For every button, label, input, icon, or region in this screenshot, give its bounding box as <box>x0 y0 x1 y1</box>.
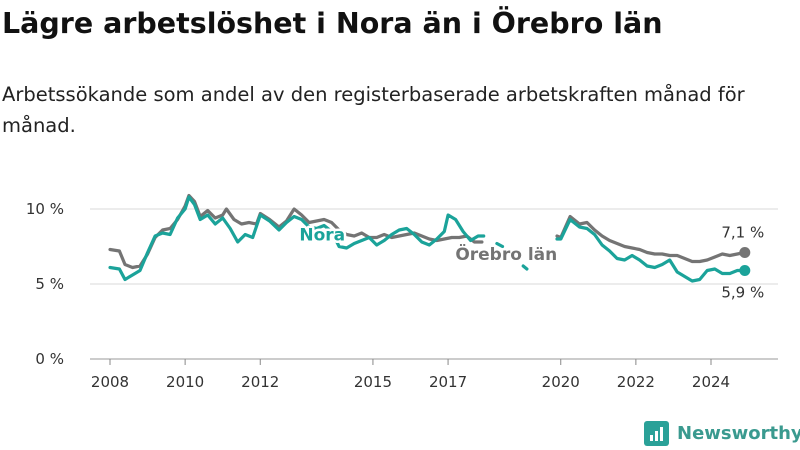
x-tick-label: 2008 <box>91 373 129 391</box>
x-axis-ticks: 2008 2010 2012 2015 2017 2020 2022 2024 <box>91 359 730 391</box>
y-tick-label: 5 % <box>35 275 64 293</box>
end-label-orebro-lan: 7,1 % <box>721 224 764 242</box>
chart-title: Lägre arbetslöshet i Nora än i Örebro lä… <box>2 7 663 40</box>
brand-name: Newsworthy <box>677 422 800 444</box>
series-line-orebro-lan <box>555 214 747 264</box>
gridlines <box>90 208 778 360</box>
x-tick-label: 2017 <box>429 373 467 391</box>
y-axis-ticks: 0 % 5 % 10 % <box>26 200 64 368</box>
x-tick-label: 2015 <box>354 373 392 391</box>
newsworthy-brand: Newsworthy <box>644 418 800 448</box>
series-line-nora <box>495 241 505 249</box>
x-tick-label: 2010 <box>166 373 204 391</box>
chart-subtitle: Arbetssökande som andel av den registerb… <box>2 83 745 137</box>
end-point-orebro-lan <box>739 247 751 258</box>
x-tick-label: 2020 <box>542 373 580 391</box>
series-lines <box>108 193 747 283</box>
y-tick-label: 0 % <box>35 350 64 368</box>
series-line-nora <box>555 217 747 283</box>
x-tick-label: 2012 <box>241 373 279 391</box>
x-tick-label: 2022 <box>617 373 655 391</box>
series-label-nora: Nora <box>299 226 345 246</box>
series-line-nora <box>521 264 529 271</box>
series-line-nora <box>108 195 486 282</box>
end-label-nora: 5,9 % <box>721 284 764 302</box>
y-tick-label: 10 % <box>26 200 64 218</box>
bar-chart-logo-icon <box>644 420 669 446</box>
series-label-orebro-lan: Örebro län <box>455 243 557 265</box>
x-tick-label: 2024 <box>692 373 730 391</box>
end-point-nora <box>739 265 751 276</box>
series-line-orebro-lan <box>108 193 484 270</box>
series-labels: 7,1 % 5,9 % Nora Örebro län <box>297 223 764 302</box>
